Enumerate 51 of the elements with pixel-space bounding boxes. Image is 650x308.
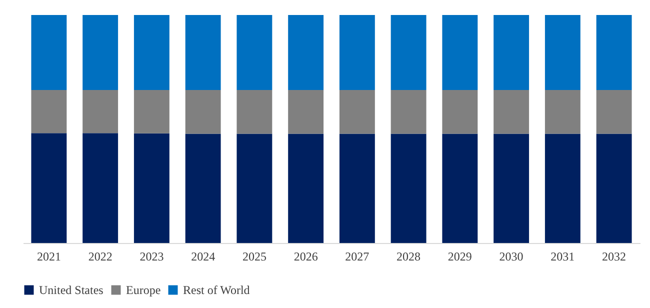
bar	[442, 15, 478, 90]
bar	[31, 15, 67, 90]
x-tick-label: 2025	[242, 250, 266, 264]
bar	[339, 134, 375, 243]
bar	[82, 15, 118, 90]
legend-label: United States	[39, 283, 104, 297]
bar	[134, 133, 170, 243]
bar	[185, 90, 221, 134]
bar	[494, 90, 530, 134]
bar	[236, 134, 272, 243]
x-tick-label: 2028	[396, 250, 421, 264]
bar	[494, 15, 530, 90]
x-tick-label: 2026	[294, 250, 318, 264]
x-tick-label: 2022	[88, 250, 112, 264]
bar	[236, 15, 272, 90]
bar	[596, 15, 632, 90]
bar	[185, 134, 221, 243]
bar	[390, 134, 426, 243]
bar	[339, 15, 375, 90]
bar	[82, 90, 118, 134]
bar	[596, 134, 632, 243]
x-tick-label: 2030	[499, 250, 524, 264]
bar	[288, 15, 324, 90]
x-tick-label: 2023	[140, 250, 164, 264]
bar	[442, 134, 478, 243]
bar	[31, 133, 67, 243]
bar	[390, 15, 426, 90]
bar	[544, 134, 580, 243]
bar	[494, 134, 530, 243]
x-tick-label: 2024	[191, 250, 216, 264]
legend-label: Rest of World	[183, 283, 250, 297]
bar	[185, 15, 221, 90]
x-tick-label: 2027	[345, 250, 370, 264]
x-tick-label: 2029	[448, 250, 472, 264]
legend-label: Europe	[126, 283, 161, 297]
bar	[288, 90, 324, 134]
bar	[288, 134, 324, 243]
bar	[442, 90, 478, 134]
bar	[82, 133, 118, 243]
bar	[134, 90, 170, 134]
x-tick-label: 2021	[36, 250, 61, 264]
bar	[339, 90, 375, 134]
bar	[596, 90, 632, 134]
bar	[31, 90, 67, 134]
bar	[544, 90, 580, 134]
bar	[236, 90, 272, 134]
x-tick-label: 2031	[550, 250, 575, 264]
bar	[390, 90, 426, 134]
x-tick-label: 2032	[602, 250, 626, 264]
bar	[134, 15, 170, 90]
bar	[544, 15, 580, 90]
